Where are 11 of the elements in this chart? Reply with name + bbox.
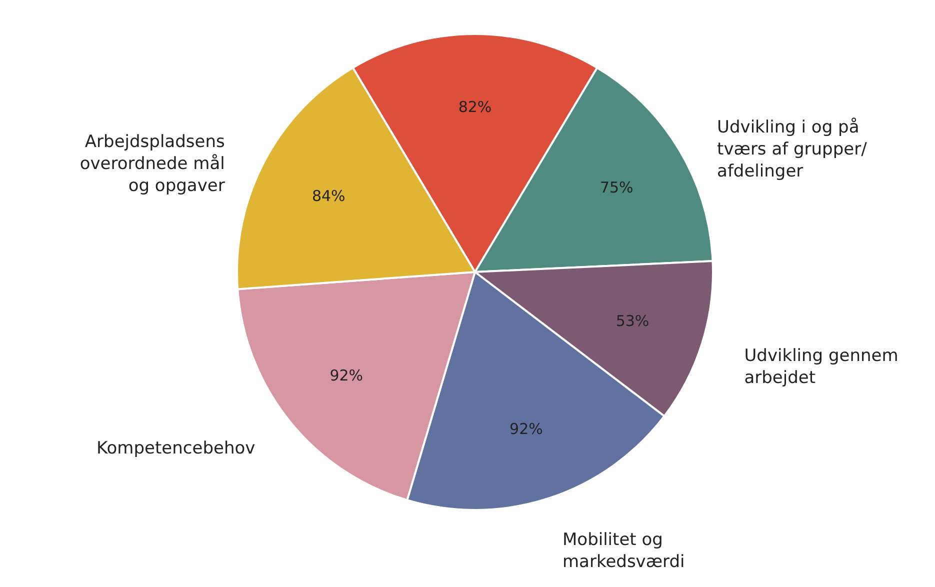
data-label: 75%: [600, 178, 634, 196]
slice-label: Mobilitet og markedsværdi: [562, 530, 685, 572]
data-label: 84%: [312, 186, 346, 205]
slice-label: Arbejdspladsens overordnede mål og opgaver: [80, 132, 225, 196]
data-label: 92%: [330, 366, 364, 384]
slice-label: Kompetencebehov: [96, 438, 256, 459]
slice-label: Udvikling i og på tværs af grupper/afdelinger: [717, 117, 868, 182]
data-label: 82%: [458, 98, 492, 116]
data-label: 53%: [616, 312, 650, 330]
slice-label: Udvikling gennem arbejdet: [744, 346, 898, 388]
data-label: 92%: [510, 420, 543, 438]
